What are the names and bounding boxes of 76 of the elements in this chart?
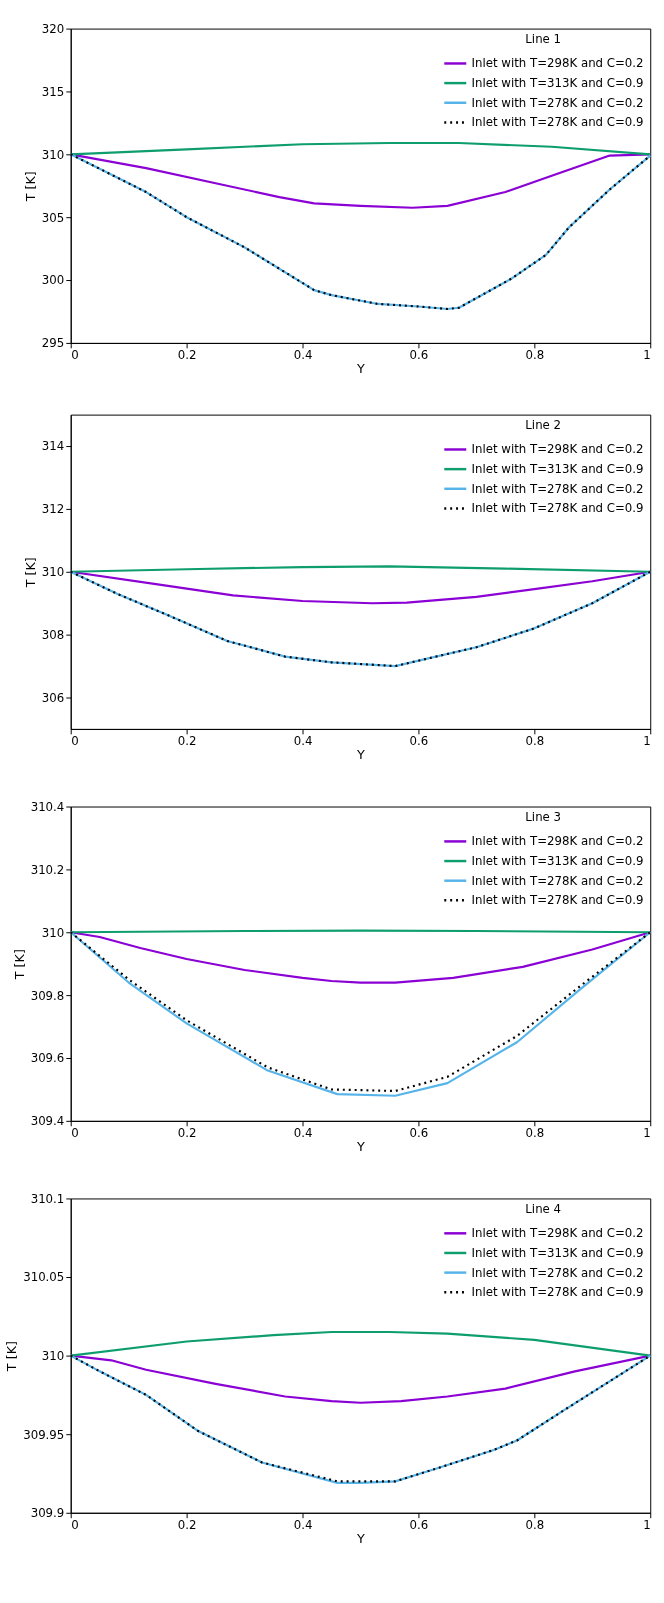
x-tick-label: 0.6 [409, 1517, 429, 1532]
x-tick-label: 1 [643, 348, 651, 363]
y-tick-label: 309.6 [30, 1051, 65, 1066]
y-axis-title: T [K] [4, 1341, 20, 1373]
y-tick-label: 310.1 [30, 1191, 65, 1206]
legend-label: Inlet with T=278K and C=0.9 [471, 1285, 644, 1300]
y-tick-label: 314 [41, 439, 65, 454]
x-tick-label: 0.8 [525, 1126, 545, 1141]
y-tick-label: 305 [41, 210, 65, 225]
x-tick-label: 1 [643, 1517, 651, 1532]
x-tick-label: 0.2 [177, 1517, 197, 1532]
legend-label: Inlet with T=298K and C=0.2 [471, 1226, 644, 1241]
line-series [69, 141, 652, 156]
y-tick-label: 310 [41, 1349, 65, 1364]
legend-label: Inlet with T=298K and C=0.2 [471, 56, 644, 71]
y-tick-label: 309.4 [30, 1114, 65, 1129]
x-tick-label: 0.4 [293, 1126, 313, 1141]
legend-label: Inlet with T=278K and C=0.2 [471, 95, 644, 110]
legend-label: Inlet with T=313K and C=0.9 [471, 853, 644, 868]
y-tick-label: 308 [41, 628, 65, 643]
legend-label: Inlet with T=298K and C=0.2 [471, 834, 644, 849]
y-tick-label: 310 [41, 147, 65, 162]
x-tick-label: 0.6 [409, 348, 429, 363]
x-axis-title: Y [356, 1138, 366, 1154]
x-tick-label: 0 [71, 1126, 79, 1141]
x-tick-label: 0.2 [177, 1126, 197, 1141]
x-tick-label: 0.4 [293, 348, 313, 363]
y-tick-label: 315 [41, 84, 65, 99]
y-tick-label: 310 [41, 565, 65, 580]
legend-label: Inlet with T=278K and C=0.2 [471, 873, 644, 888]
y-tick-label: 310.2 [30, 862, 65, 877]
legend-label: Inlet with T=278K and C=0.9 [471, 115, 644, 130]
y-tick-label: 310 [41, 925, 65, 940]
x-tick-label: 1 [643, 734, 651, 749]
legend-label: Inlet with T=278K and C=0.2 [471, 481, 644, 496]
y-tick-label: 312 [41, 502, 65, 517]
x-axis-title: Y [356, 1530, 366, 1546]
x-tick-label: 0 [71, 348, 79, 363]
x-axis-title: Y [356, 360, 366, 376]
y-tick-label: 309.9 [30, 1506, 65, 1521]
x-tick-label: 0.2 [177, 734, 197, 749]
x-tick-label: 0 [71, 1517, 79, 1532]
y-tick-label: 320 [41, 22, 65, 37]
x-tick-label: 0.4 [293, 1517, 313, 1532]
line-series [69, 1330, 652, 1357]
legend-label: Inlet with T=298K and C=0.2 [471, 442, 644, 457]
y-tick-label: 310.05 [23, 1270, 65, 1285]
legend-title: Line 2 [525, 418, 562, 433]
y-tick-label: 295 [41, 336, 65, 351]
y-tick-label: 309.8 [30, 988, 65, 1003]
x-tick-label: 0.8 [525, 1517, 545, 1532]
legend-label: Inlet with T=278K and C=0.2 [471, 1265, 644, 1280]
x-tick-label: 0.6 [409, 734, 429, 749]
x-tick-label: 0.8 [525, 348, 545, 363]
y-tick-label: 306 [41, 690, 65, 705]
x-tick-label: 0.8 [525, 734, 545, 749]
legend-label: Inlet with T=278K and C=0.9 [471, 893, 644, 908]
y-axis-title: T [K] [22, 557, 38, 589]
y-tick-label: 309.95 [23, 1427, 65, 1442]
x-tick-label: 1 [643, 1126, 651, 1141]
x-tick-label: 0 [71, 734, 79, 749]
x-tick-label: 0.4 [293, 734, 313, 749]
y-axis-title: T [K] [11, 949, 27, 981]
y-axis-title: T [K] [22, 171, 38, 203]
legend-title: Line 1 [525, 32, 562, 47]
legend-label: Inlet with T=313K and C=0.9 [471, 462, 644, 477]
x-tick-label: 0.2 [177, 348, 197, 363]
y-tick-label: 310.4 [30, 799, 65, 814]
legend-label: Inlet with T=278K and C=0.9 [471, 501, 644, 516]
x-tick-label: 0.6 [409, 1126, 429, 1141]
y-tick-label: 300 [41, 273, 65, 288]
legend-title: Line 4 [525, 1202, 562, 1217]
x-axis-title: Y [356, 746, 366, 762]
legend-label: Inlet with T=313K and C=0.9 [471, 1245, 644, 1260]
legend-title: Line 3 [525, 810, 562, 825]
legend-label: Inlet with T=313K and C=0.9 [471, 76, 644, 91]
